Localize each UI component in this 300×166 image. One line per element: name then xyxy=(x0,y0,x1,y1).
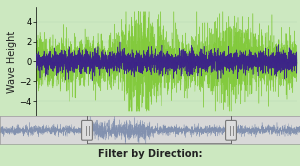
Y-axis label: Wave Height: Wave Height xyxy=(7,30,17,93)
Text: Filter by Direction:: Filter by Direction: xyxy=(98,149,202,159)
FancyBboxPatch shape xyxy=(82,120,92,140)
FancyBboxPatch shape xyxy=(226,120,236,140)
